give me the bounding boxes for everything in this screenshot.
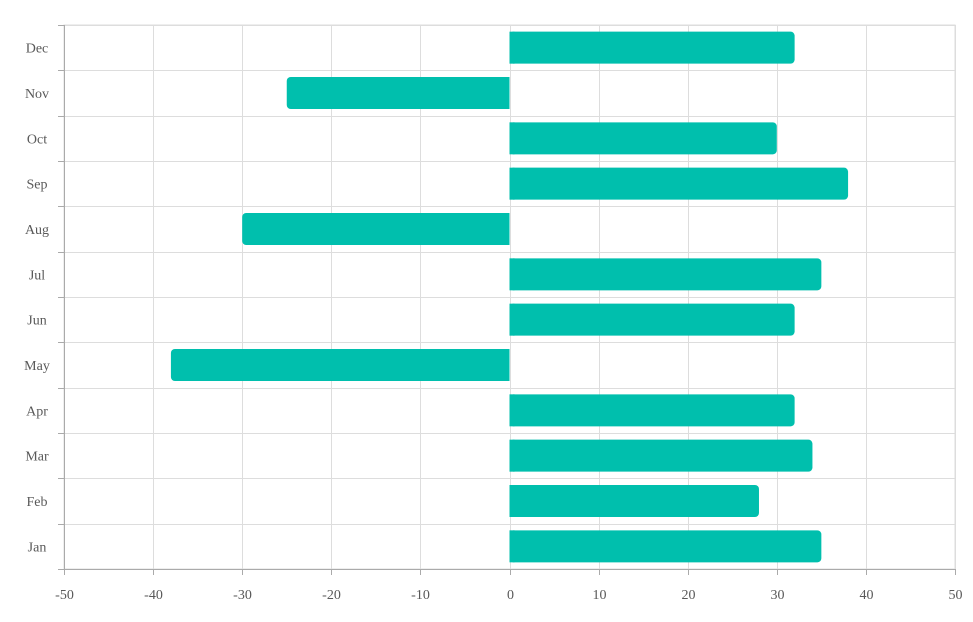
bar-aug[interactable] xyxy=(242,213,510,245)
bar-may[interactable] xyxy=(170,349,510,381)
bar-oct[interactable] xyxy=(509,122,777,155)
bar-base-jun xyxy=(509,303,515,336)
x-tick-label: -10 xyxy=(411,588,430,603)
bar-base-sep xyxy=(509,167,515,200)
bar-base-mar xyxy=(509,439,515,472)
bar-jul[interactable] xyxy=(509,258,822,291)
bar-feb[interactable] xyxy=(509,485,759,517)
bar-dec[interactable] xyxy=(509,31,795,64)
bar-jun[interactable] xyxy=(509,303,795,336)
label-layer: -50 -40 -30 -20 -10 0 10 20 30 40 50 Jan Feb Mar Apr Ma… xyxy=(24,42,962,603)
bar-base-aug xyxy=(504,213,510,245)
y-tick-label: Jul xyxy=(29,268,45,283)
bar-base-jul xyxy=(509,258,515,291)
bar-base-may xyxy=(504,349,510,381)
x-tick-label: 50 xyxy=(949,588,963,603)
x-tick-label: 20 xyxy=(682,588,696,603)
y-tick-label: Mar xyxy=(25,450,49,465)
y-tick-label: Aug xyxy=(25,223,49,238)
bar-nov[interactable] xyxy=(286,77,510,109)
y-tick-label: Jan xyxy=(28,540,47,555)
bar-base-dec xyxy=(509,31,515,64)
x-tick-label: 40 xyxy=(860,588,874,603)
x-tick-label: 30 xyxy=(771,588,785,603)
bar-base-nov xyxy=(504,77,510,109)
x-tick-label: -50 xyxy=(55,588,74,603)
x-tick-label: -40 xyxy=(144,588,163,603)
bar-base-apr xyxy=(509,394,515,427)
bar-sep[interactable] xyxy=(509,167,849,200)
y-tick-label: Jun xyxy=(27,314,46,329)
y-tick-label: Apr xyxy=(26,404,48,419)
y-tick-label: May xyxy=(24,359,50,374)
bar-base-feb xyxy=(509,485,515,517)
y-tick-label: Oct xyxy=(27,132,47,147)
bar-apr[interactable] xyxy=(509,394,795,427)
y-tick-label: Dec xyxy=(26,42,49,57)
bar-base-jan xyxy=(509,530,515,563)
bar-base-oct xyxy=(509,122,515,155)
bar-jan[interactable] xyxy=(509,530,822,563)
y-tick-label: Sep xyxy=(27,178,48,193)
axis-layer xyxy=(58,25,956,575)
y-tick-label: Feb xyxy=(27,495,48,510)
x-tick-label: 0 xyxy=(507,588,514,603)
y-tick-label: Nov xyxy=(25,87,49,102)
bar-mar[interactable] xyxy=(509,439,813,472)
x-tick-label: -30 xyxy=(233,588,252,603)
x-tick-label: -20 xyxy=(322,588,341,603)
bar-layer xyxy=(170,31,849,563)
x-tick-label: 10 xyxy=(593,588,607,603)
